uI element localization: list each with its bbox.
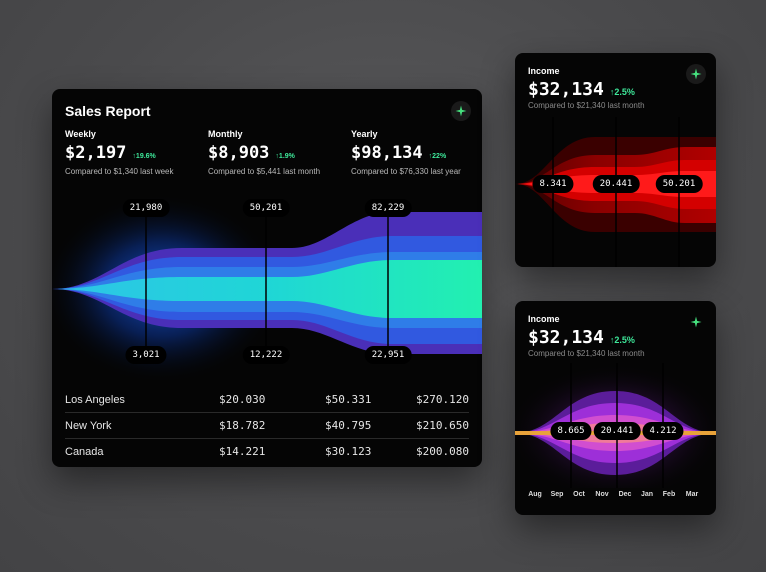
metric-value: $2,197 <box>65 143 127 163</box>
income-card-red: Income $32,134 ↑2.5% Compared to $21,340… <box>515 53 716 267</box>
metric-value: $8,903 <box>208 143 270 163</box>
income-value: $32,134 <box>528 79 604 100</box>
marker-badge: 8.341 <box>532 175 574 193</box>
metric-weekly: Weekly $2,197 ↑19.6% Compared to $1,340 … <box>65 129 174 176</box>
sales-flow-chart <box>52 194 482 384</box>
metric-compare: Compared to $1,340 last week <box>65 167 174 176</box>
income-label: Income <box>528 66 560 76</box>
table-row[interactable]: Los Angeles $20.030 $50.331 $270.120 <box>65 387 469 413</box>
metric-change: ↑22% <box>428 153 447 160</box>
sales-report-title: Sales Report <box>65 103 151 119</box>
marker-top-monthly: 50,201 <box>242 199 290 217</box>
table-row[interactable]: Canada $14.221 $30.123 $200.080 <box>65 439 469 464</box>
income-compare: Compared to $21,340 last month <box>528 349 645 358</box>
metric-value: $98,134 <box>351 143 423 163</box>
flow-band-core <box>52 260 482 318</box>
table-cell-yearly: $210.650 <box>416 419 469 432</box>
month-label: Jan <box>640 491 654 498</box>
metric-change: ↑1.9% <box>275 153 295 160</box>
table-cell-city: Canada <box>65 445 104 458</box>
income-label: Income <box>528 314 560 324</box>
metric-compare: Compared to $76,330 last year <box>351 167 461 176</box>
income-change: ↑2.5% <box>609 335 635 345</box>
table-cell-monthly: $40.795 <box>325 419 372 432</box>
income-change: ↑2.5% <box>609 87 635 97</box>
marker-bottom-monthly: 12,222 <box>242 346 290 364</box>
marker-badge: 4.212 <box>642 422 684 440</box>
metric-change: ↑19.6% <box>132 153 156 160</box>
metric-label: Yearly <box>351 129 378 139</box>
marker-badge: 8.665 <box>550 422 592 440</box>
income-compare: Compared to $21,340 last month <box>528 101 645 110</box>
sales-report-card: Sales Report Weekly $2,197 ↑19.6% Compar… <box>52 89 482 467</box>
metric-monthly: Monthly $8,903 ↑1.9% Compared to $5,441 … <box>208 129 320 176</box>
table-cell-weekly: $20.030 <box>219 393 266 406</box>
sparkle-icon[interactable] <box>451 101 471 121</box>
marker-badge: 50.201 <box>655 175 703 193</box>
month-label: Aug <box>528 491 542 498</box>
income-card-purple: Income $32,134 ↑2.5% Compared to $21,340… <box>515 301 716 515</box>
marker-bottom-yearly: 22,951 <box>364 346 412 364</box>
marker-bottom-weekly: 3,021 <box>125 346 167 364</box>
marker-badge: 20.441 <box>592 175 640 193</box>
month-label: Sep <box>550 491 564 498</box>
month-axis: Aug Sep Oct Nov Dec Jan Feb Mar <box>515 491 716 503</box>
metric-label: Weekly <box>65 129 96 139</box>
table-cell-weekly: $18.782 <box>219 419 266 432</box>
table-cell-monthly: $50.331 <box>325 393 372 406</box>
month-label: Oct <box>573 491 585 498</box>
table-cell-city: New York <box>65 419 112 432</box>
sales-table: Los Angeles $20.030 $50.331 $270.120 New… <box>65 387 469 464</box>
month-label: Mar <box>685 491 699 498</box>
income-value: $32,134 <box>528 327 604 348</box>
metric-label: Monthly <box>208 129 243 139</box>
marker-badge: 20.441 <box>593 422 641 440</box>
marker-top-weekly: 21,980 <box>122 199 170 217</box>
table-cell-weekly: $14.221 <box>219 445 266 458</box>
table-cell-monthly: $30.123 <box>325 445 372 458</box>
marker-top-yearly: 82,229 <box>364 199 412 217</box>
table-cell-city: Los Angeles <box>65 393 125 406</box>
table-row[interactable]: New York $18.782 $40.795 $210.650 <box>65 413 469 439</box>
metric-compare: Compared to $5,441 last month <box>208 167 321 176</box>
table-cell-yearly: $270.120 <box>416 393 469 406</box>
month-label: Nov <box>595 491 609 498</box>
metric-yearly: Yearly $98,134 ↑22% Compared to $76,330 … <box>351 129 461 176</box>
table-cell-yearly: $200.080 <box>416 445 469 458</box>
month-label: Dec <box>618 491 632 498</box>
sparkle-icon[interactable] <box>686 312 706 332</box>
sparkle-icon[interactable] <box>686 64 706 84</box>
month-label: Feb <box>662 491 676 498</box>
